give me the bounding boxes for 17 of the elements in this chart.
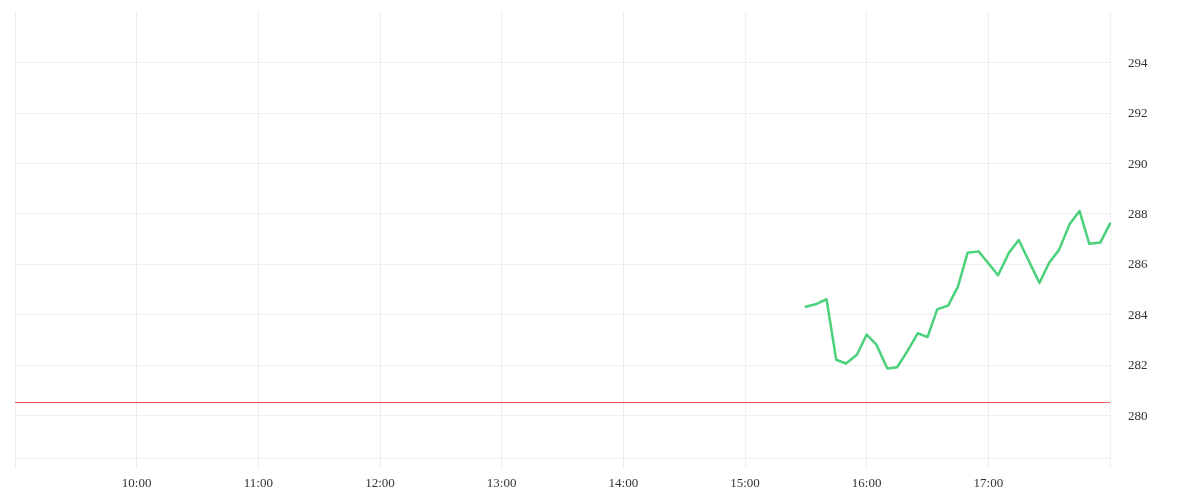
- y-tick-label: 292: [1128, 105, 1148, 121]
- y-tick-label: 282: [1128, 357, 1148, 373]
- x-tick-label: 10:00: [121, 475, 152, 490]
- y-tick-label: 288: [1128, 206, 1148, 222]
- y-tick-label: 280: [1128, 407, 1148, 423]
- y-tick-label: 286: [1128, 256, 1148, 272]
- y-tick-label: 294: [1128, 54, 1148, 70]
- x-tick-label: 16:00: [851, 475, 882, 490]
- x-tick-label: 13:00: [486, 475, 517, 490]
- x-tick-label: 17:00: [973, 475, 1004, 490]
- y-tick-label: 290: [1128, 155, 1148, 171]
- x-tick-label: 14:00: [608, 475, 639, 490]
- line-series: [804, 209, 1112, 370]
- x-tick-label: 12:00: [365, 475, 395, 490]
- x-tick-label: 11:00: [243, 475, 273, 490]
- x-tick-label: 15:00: [730, 475, 760, 490]
- y-tick-label: 284: [1128, 306, 1148, 322]
